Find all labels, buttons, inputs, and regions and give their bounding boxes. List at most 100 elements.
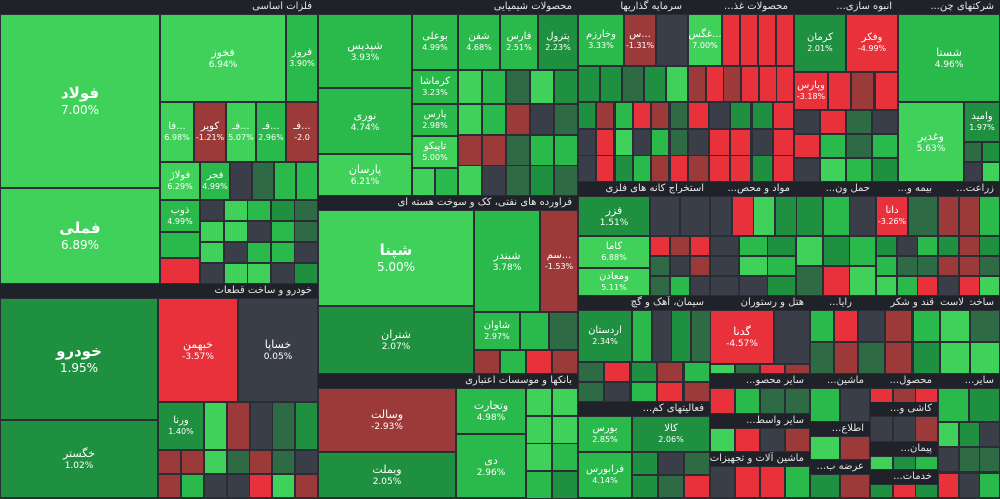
stock-tile[interactable]	[690, 276, 710, 296]
stock-tile[interactable]	[294, 242, 318, 263]
stock-tile[interactable]	[666, 66, 688, 102]
stock-tile[interactable]	[735, 364, 760, 374]
stock-tile[interactable]	[554, 135, 578, 166]
stock-tile[interactable]	[530, 165, 554, 196]
stock-tile[interactable]: دی 2.96%	[456, 434, 526, 498]
sector-header[interactable]: سایر...	[938, 374, 1000, 388]
stock-tile[interactable]	[709, 129, 730, 156]
sector-header[interactable]: فعالیتهای کم...	[578, 402, 710, 416]
sector-header[interactable]: محصولات غذ...	[688, 0, 794, 14]
stock-tile[interactable]	[227, 450, 250, 474]
stock-tile[interactable]	[160, 232, 200, 258]
stock-tile[interactable]	[578, 362, 604, 382]
sector-header[interactable]: پیمان...	[870, 442, 938, 456]
stock-tile[interactable]	[730, 129, 751, 156]
stock-tile[interactable]	[969, 388, 1000, 422]
stock-tile[interactable]	[723, 66, 741, 102]
stock-tile[interactable]	[458, 135, 482, 166]
stock-tile[interactable]	[876, 276, 897, 296]
sector-header[interactable]: اطلاع...	[810, 422, 870, 436]
stock-tile[interactable]	[500, 350, 526, 374]
stock-tile[interactable]	[526, 350, 552, 374]
stock-tile[interactable]	[554, 165, 578, 196]
stock-tile[interactable]	[774, 310, 810, 364]
stock-tile[interactable]	[730, 102, 751, 129]
stock-tile[interactable]	[938, 473, 959, 498]
sector-header[interactable]: سیمان، آهک و گچ	[578, 296, 710, 310]
stock-tile[interactable]	[632, 475, 658, 498]
stock-tile[interactable]	[631, 362, 657, 382]
stock-tile[interactable]	[796, 236, 823, 266]
stock-tile[interactable]	[823, 266, 850, 296]
stock-tile[interactable]	[823, 196, 850, 236]
stock-tile[interactable]	[739, 256, 768, 276]
stock-tile[interactable]	[671, 310, 691, 362]
stock-tile[interactable]	[785, 364, 810, 374]
sector-header[interactable]: بانکها و موسسات اعتباری	[318, 374, 578, 388]
stock-tile[interactable]	[644, 66, 666, 102]
stock-tile[interactable]	[876, 256, 897, 276]
stock-tile[interactable]	[828, 72, 851, 110]
stock-tile[interactable]	[959, 196, 980, 236]
stock-tile[interactable]: غگس... 7.00%	[688, 14, 722, 66]
stock-tile[interactable]	[730, 155, 751, 182]
stock-tile[interactable]	[849, 266, 876, 296]
stock-tile[interactable]: شستا 4.96%	[898, 14, 1000, 102]
stock-tile[interactable]	[252, 162, 274, 200]
stock-tile[interactable]	[875, 72, 898, 110]
stock-tile[interactable]	[271, 263, 295, 284]
stock-tile[interactable]	[224, 221, 248, 242]
stock-tile[interactable]: فـ... -2.0	[286, 102, 318, 162]
stock-tile[interactable]	[554, 70, 578, 104]
stock-tile[interactable]	[760, 466, 785, 498]
stock-tile[interactable]	[578, 102, 596, 129]
stock-tile[interactable]	[959, 473, 980, 498]
stock-tile[interactable]: نوری 4.74%	[318, 88, 412, 154]
stock-tile[interactable]	[458, 165, 482, 196]
stock-tile[interactable]	[710, 388, 735, 414]
sector-header[interactable]: قند و شکر	[858, 296, 940, 310]
stock-tile[interactable]	[249, 474, 272, 498]
stock-tile[interactable]	[482, 165, 506, 196]
sector-header[interactable]: محصول...	[870, 374, 938, 388]
stock-tile[interactable]	[615, 155, 633, 182]
stock-tile[interactable]	[959, 256, 980, 276]
stock-tile[interactable]	[271, 242, 295, 263]
stock-tile[interactable]: وپارس -3.18%	[794, 72, 828, 110]
sector-header[interactable]: سایر محصو...	[710, 374, 810, 388]
stock-tile[interactable]	[823, 236, 850, 266]
stock-tile[interactable]: خساپا 0.05%	[238, 298, 318, 402]
stock-tile[interactable]	[959, 422, 980, 447]
stock-tile[interactable]	[840, 388, 870, 422]
stock-tile[interactable]	[785, 388, 810, 414]
stock-tile[interactable]	[670, 155, 688, 182]
stock-tile[interactable]	[938, 236, 959, 256]
stock-tile[interactable]	[735, 428, 760, 452]
stock-tile[interactable]	[684, 475, 710, 498]
stock-tile[interactable]	[876, 236, 897, 256]
stock-tile[interactable]: سم... -1.53%	[540, 210, 578, 312]
stock-tile[interactable]: وبملت 2.05%	[318, 452, 456, 498]
stock-tile[interactable]	[897, 256, 918, 276]
stock-tile[interactable]	[526, 388, 552, 416]
sector-header[interactable]: محصولات شیمیایی	[318, 0, 578, 14]
stock-tile[interactable]	[760, 364, 785, 374]
stock-tile[interactable]	[578, 155, 596, 182]
stock-tile[interactable]	[526, 471, 552, 499]
stock-tile[interactable]	[650, 236, 670, 256]
stock-tile[interactable]: شپنا 5.00%	[318, 210, 474, 306]
stock-tile[interactable]	[274, 162, 296, 200]
stock-tile[interactable]	[657, 362, 683, 382]
stock-tile[interactable]	[296, 162, 318, 200]
stock-tile[interactable]	[578, 129, 596, 156]
stock-tile[interactable]	[530, 70, 554, 104]
stock-tile[interactable]	[917, 236, 938, 256]
stock-tile[interactable]	[740, 14, 758, 66]
sector-header[interactable]: سایر واسط...	[710, 414, 810, 428]
stock-tile[interactable]	[760, 388, 785, 414]
stock-tile[interactable]: فخوز 6.94%	[160, 14, 286, 102]
stock-tile[interactable]: شاوان 2.97%	[474, 312, 520, 350]
stock-tile[interactable]	[785, 466, 810, 498]
stock-tile[interactable]	[552, 416, 578, 444]
stock-tile[interactable]	[917, 276, 938, 296]
